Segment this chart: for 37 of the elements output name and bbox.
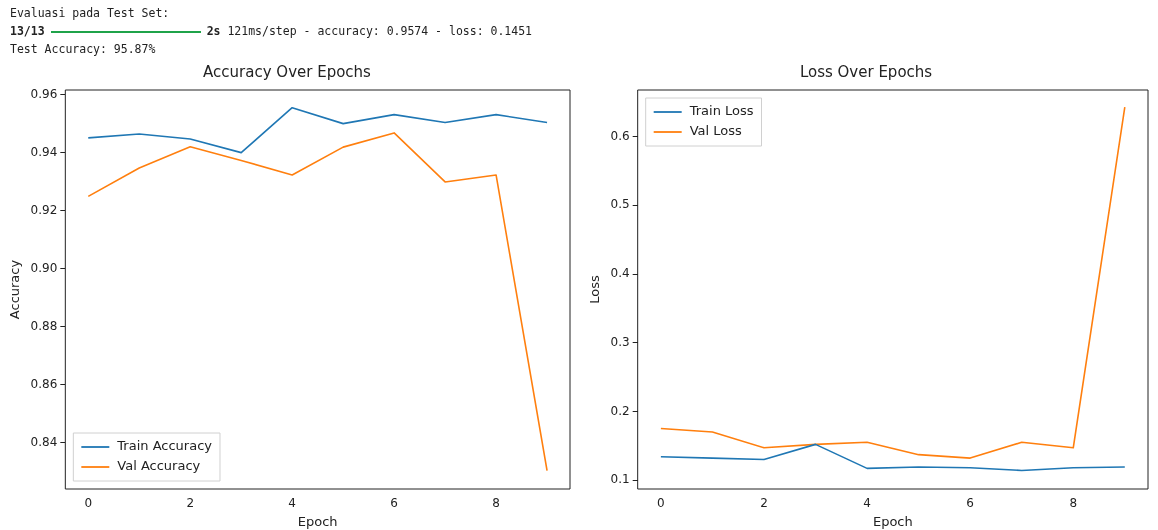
y-tick-label: 0.6	[610, 128, 630, 143]
y-tick-label: 0.90	[30, 260, 58, 275]
x-tick-label: 4	[288, 496, 296, 511]
x-tick-label: 6	[966, 496, 974, 511]
x-tick-label: 6	[390, 496, 398, 511]
x-tick-label: 2	[760, 496, 768, 511]
x-axis-title: Epoch	[297, 513, 338, 529]
legend-label: Val Loss	[689, 123, 743, 139]
y-tick-label: 0.4	[610, 266, 630, 281]
y-axis-title: Loss	[587, 275, 603, 304]
y-tick-label: 0.86	[30, 376, 58, 391]
x-tick-label: 2	[186, 496, 195, 511]
chart-title: Loss Over Epochs	[799, 62, 933, 81]
x-tick-label: 0	[657, 496, 665, 511]
y-tick-label: 0.3	[610, 334, 630, 349]
y-tick-label: 0.88	[30, 318, 58, 333]
text: Test Accuracy: 95.87%	[10, 41, 157, 58]
y-tick-label: 0.84	[30, 434, 58, 449]
x-tick-label: 4	[863, 496, 871, 511]
y-tick-label: 0.5	[610, 197, 630, 212]
chart-title: Accuracy Over Epochs	[203, 62, 372, 81]
x-tick-label: 8	[492, 496, 500, 511]
text: Evaluasi pada Test Set:	[10, 5, 171, 22]
x-axis-title: Epoch	[872, 513, 913, 529]
y-tick-label: 0.2	[610, 403, 630, 418]
text: 2s 121ms/step - accuracy: 0.9574 - loss: 0.1451	[206, 24, 533, 38]
text: 13/13	[10, 24, 45, 38]
legend-label: Train Accuracy	[116, 438, 213, 454]
x-tick-label: 8	[1069, 496, 1078, 511]
y-tick-label: 0.96	[30, 86, 58, 101]
y-tick-label: 0.94	[30, 144, 58, 159]
legend-label: Train Loss	[688, 103, 754, 119]
y-tick-label: 0.92	[30, 202, 58, 217]
legend-label: Val Accuracy	[117, 458, 201, 474]
y-tick-label: 0.1	[610, 472, 630, 487]
y-axis-title: Accuracy	[7, 259, 23, 320]
x-tick-label: 0	[84, 496, 93, 511]
